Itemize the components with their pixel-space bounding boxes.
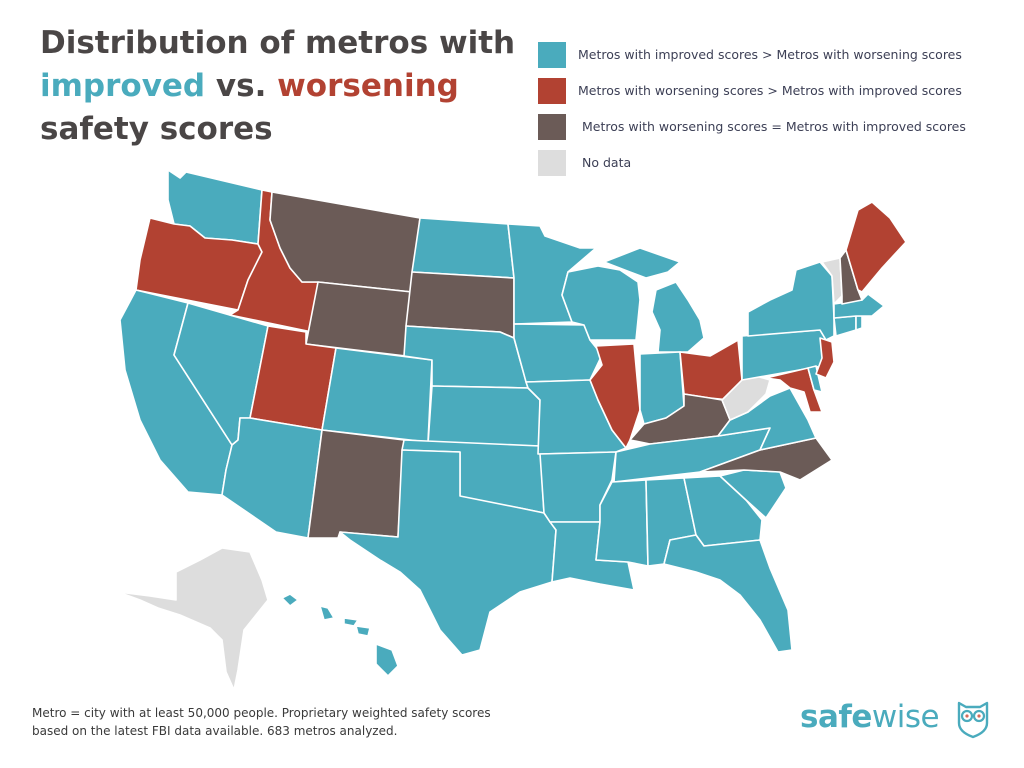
state-MI	[603, 247, 705, 353]
legend-label-no-data: No data	[582, 155, 632, 170]
title-line-3: safety scores	[40, 111, 273, 147]
logo-text-wise: wise	[871, 699, 940, 735]
footer-line-2: based on the latest FBI data available. …	[32, 724, 398, 738]
state-AK	[117, 547, 269, 691]
state-IL	[589, 343, 641, 449]
state-CT	[833, 315, 857, 337]
title-vs: vs.	[205, 68, 278, 104]
logo-wordmark: safewise	[800, 697, 940, 737]
title-line-1: Distribution of metros with	[40, 25, 516, 61]
state-HI	[281, 593, 399, 677]
legend: Metros with improved scores > Metros wit…	[538, 42, 1008, 186]
title-improved: improved	[40, 68, 206, 104]
state-WI	[561, 265, 641, 341]
legend-item-equal: Metros with worsening scores = Metros wi…	[538, 114, 1008, 150]
state-NJ	[815, 337, 835, 379]
legend-item-worsening: Metros with worsening scores > Metros wi…	[538, 78, 1008, 114]
state-ND	[411, 217, 515, 279]
legend-swatch-equal	[538, 114, 566, 140]
state-CO	[321, 347, 433, 443]
legend-label-improved: Metros with improved scores > Metros wit…	[578, 47, 962, 62]
state-TX	[339, 449, 557, 656]
logo-text-safe: safe	[800, 699, 872, 735]
state-NM	[307, 429, 405, 539]
page-title: Distribution of metros with improved vs.…	[40, 22, 530, 151]
legend-swatch-improved	[538, 42, 566, 68]
title-line-2: improved vs. worsening	[40, 65, 530, 108]
owl-icon	[957, 701, 989, 739]
footer-line-1: Metro = city with at least 50,000 people…	[32, 706, 491, 720]
state-ME	[845, 201, 907, 293]
legend-label-worsening: Metros with worsening scores > Metros wi…	[578, 83, 962, 98]
state-MA	[833, 293, 885, 319]
legend-item-improved: Metros with improved scores > Metros wit…	[538, 42, 1008, 78]
state-VT	[821, 257, 843, 305]
legend-item-no-data: No data	[538, 150, 1008, 186]
state-NY	[747, 261, 835, 341]
footer-note: Metro = city with at least 50,000 people…	[32, 704, 552, 740]
state-RI	[855, 315, 863, 331]
safewise-logo: safewise	[800, 697, 1000, 741]
title-worsening: worsening	[277, 68, 459, 104]
state-DE	[807, 365, 823, 393]
legend-swatch-worsening	[538, 78, 566, 104]
legend-label-equal: Metros with worsening scores = Metros wi…	[582, 119, 966, 134]
state-KS	[427, 385, 541, 447]
legend-swatch-no-data	[538, 150, 566, 176]
state-FL	[663, 534, 793, 653]
state-WY	[305, 281, 413, 357]
